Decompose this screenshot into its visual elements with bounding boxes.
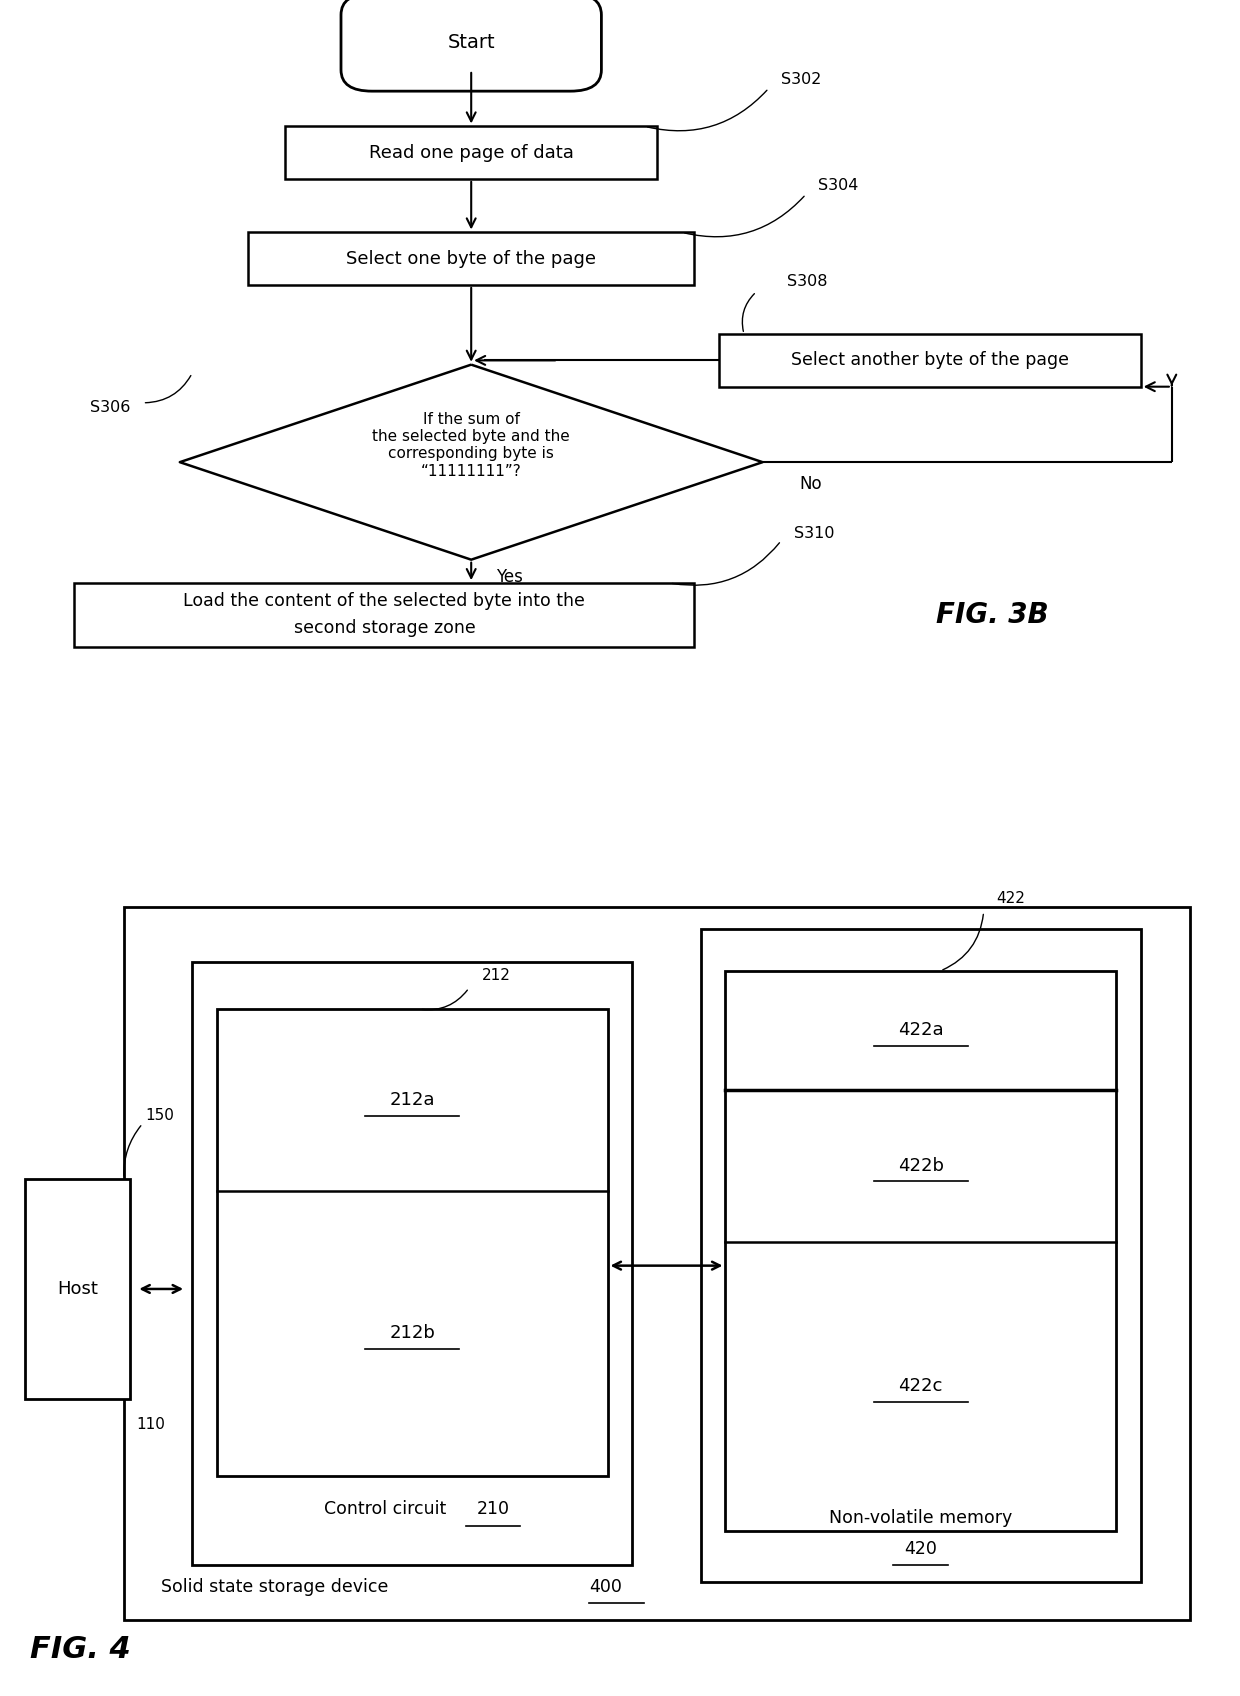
Text: No: No [800, 475, 822, 494]
Bar [124, 907, 1190, 1620]
Text: 212a: 212a [389, 1091, 435, 1109]
Text: Read one page of data: Read one page of data [368, 144, 574, 161]
Text: 422b: 422b [898, 1157, 944, 1175]
Bar [74, 583, 694, 646]
Bar [248, 232, 694, 285]
Bar [25, 1179, 130, 1399]
Text: 110: 110 [136, 1418, 165, 1431]
Text: Load the content of the selected byte into the: Load the content of the selected byte in… [184, 592, 585, 611]
Text: 422: 422 [996, 892, 1025, 906]
Text: Non-volatile memory: Non-volatile memory [830, 1509, 1012, 1526]
Bar [217, 1009, 608, 1476]
Bar [192, 963, 632, 1564]
Text: Solid state storage device: Solid state storage device [161, 1579, 394, 1596]
Text: Yes: Yes [496, 568, 523, 587]
Text: Host: Host [57, 1280, 98, 1297]
Text: FIG. 4: FIG. 4 [30, 1635, 131, 1664]
Text: S308: S308 [787, 275, 828, 288]
Text: second storage zone: second storage zone [294, 619, 475, 638]
Text: S306: S306 [89, 400, 130, 414]
Text: S310: S310 [794, 526, 835, 541]
Text: 420: 420 [904, 1540, 937, 1559]
Text: 212: 212 [481, 968, 511, 982]
Text: Start: Start [448, 32, 495, 53]
Text: Select one byte of the page: Select one byte of the page [346, 249, 596, 268]
Text: 400: 400 [589, 1579, 622, 1596]
Text: 212b: 212b [389, 1325, 435, 1343]
Text: Control circuit: Control circuit [324, 1501, 451, 1518]
FancyBboxPatch shape [341, 0, 601, 92]
Text: S302: S302 [781, 73, 822, 86]
Text: 210: 210 [476, 1501, 510, 1518]
Bar [719, 334, 1141, 387]
Text: S304: S304 [818, 178, 859, 193]
Text: If the sum of
the selected byte and the
corresponding byte is
“11111111”?: If the sum of the selected byte and the … [372, 412, 570, 478]
Text: Select another byte of the page: Select another byte of the page [791, 351, 1069, 370]
Text: 422a: 422a [898, 1021, 944, 1040]
Bar [701, 929, 1141, 1581]
Text: 150: 150 [145, 1107, 174, 1123]
Bar [285, 127, 657, 180]
Text: FIG. 3B: FIG. 3B [936, 600, 1048, 629]
Text: 422c: 422c [899, 1377, 942, 1396]
Bar [725, 970, 1116, 1530]
